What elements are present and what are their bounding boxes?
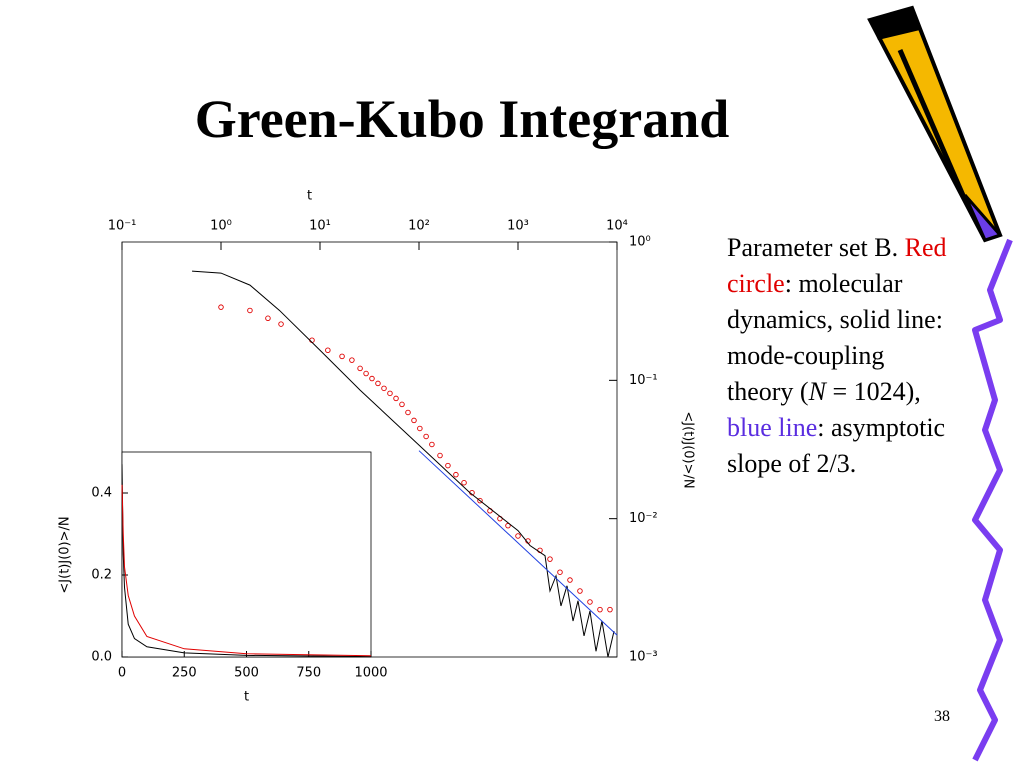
y-tick-label: 10⁻¹ xyxy=(629,373,658,388)
data-point xyxy=(393,395,399,402)
data-point xyxy=(381,385,387,392)
x-axis-label: t xyxy=(244,690,249,705)
x-tick-label: 10² xyxy=(408,219,430,234)
data-point xyxy=(399,401,405,408)
caption-segment: Red circle xyxy=(727,233,947,298)
data-point xyxy=(557,569,563,575)
y-tick-label: 0.0 xyxy=(91,650,112,665)
x-tick-label: 500 xyxy=(234,666,259,681)
y-tick-label: 0.2 xyxy=(91,568,112,583)
data-line xyxy=(192,270,615,658)
data-point xyxy=(247,307,253,314)
data-line xyxy=(121,464,372,658)
x-tick-label: 750 xyxy=(296,666,321,681)
y-axis-label: <J(t)J(0)>/N xyxy=(58,516,73,593)
y-tick-label: 10⁰ xyxy=(629,235,651,250)
data-point xyxy=(577,588,583,594)
data-point xyxy=(445,462,451,469)
x-tick-label: 250 xyxy=(172,666,197,681)
data-line xyxy=(418,450,618,636)
data-point xyxy=(339,353,345,360)
data-point xyxy=(477,497,483,504)
data-point xyxy=(597,606,603,613)
pencil xyxy=(867,5,1003,243)
data-point xyxy=(607,606,613,613)
data-point xyxy=(461,479,467,486)
data-point xyxy=(547,556,553,562)
x-axis-label: t xyxy=(307,189,312,204)
y-tick-label: 0.4 xyxy=(91,486,112,501)
data-point xyxy=(375,380,381,387)
data-point xyxy=(325,347,331,353)
data-point xyxy=(437,452,443,459)
caption-segment: Parameter set B. xyxy=(727,233,905,262)
data-point xyxy=(417,425,423,432)
x-tick-label: 10³ xyxy=(507,219,529,234)
caption: Parameter set B. Red circle: molecular d… xyxy=(727,230,955,482)
caption-segment: N xyxy=(808,377,826,406)
data-point xyxy=(423,433,429,440)
x-tick-label: 10⁴ xyxy=(606,219,628,234)
data-point xyxy=(265,315,271,322)
data-point xyxy=(363,370,369,377)
data-point xyxy=(387,390,393,397)
y-tick-label: 10⁻² xyxy=(629,511,658,526)
x-tick-label: 10⁰ xyxy=(210,219,232,234)
data-point xyxy=(278,321,284,327)
x-tick-label: 1000 xyxy=(354,666,387,681)
x-tick-label: 10¹ xyxy=(309,219,331,234)
data-point xyxy=(587,599,593,605)
slide-title: Green-Kubo Integrand xyxy=(194,89,730,149)
data-point xyxy=(505,522,511,529)
caption-segment: blue line xyxy=(727,413,818,442)
y-axis-label: <J(t)J(0)>/N xyxy=(681,411,696,488)
data-line xyxy=(121,484,372,657)
data-point xyxy=(411,417,417,424)
data-point xyxy=(357,365,363,372)
data-point xyxy=(567,577,573,583)
caption-segment: = 1024), xyxy=(825,377,921,406)
y-tick-label: 10⁻³ xyxy=(629,650,658,665)
caption-segment: : molecular dynamics, solid line: mode-c… xyxy=(727,269,943,406)
caption-segment: : asymptotic slope of 2/3. xyxy=(727,413,946,478)
data-point xyxy=(515,533,521,539)
data-point xyxy=(429,441,435,448)
page-number: 38 xyxy=(934,708,950,725)
squiggle xyxy=(972,238,1013,762)
inset-frame xyxy=(121,451,372,658)
x-tick-label: 0 xyxy=(118,666,126,681)
data-point xyxy=(369,375,375,382)
data-point xyxy=(218,304,224,310)
data-point xyxy=(405,409,411,416)
x-tick-label: 10⁻¹ xyxy=(108,219,137,234)
data-point xyxy=(349,357,355,363)
data-point xyxy=(453,471,459,478)
